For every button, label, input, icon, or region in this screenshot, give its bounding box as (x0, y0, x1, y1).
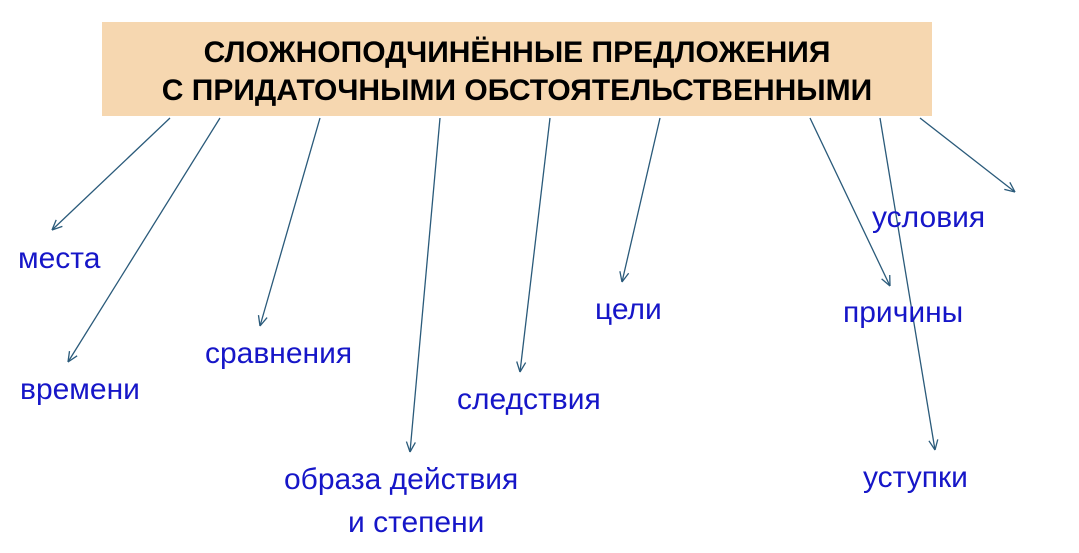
title-box: СЛОЖНОПОДЧИНЁННЫЕ ПРЕДЛОЖЕНИЯ С ПРИДАТОЧ… (102, 22, 932, 116)
node-usloviya: условия (872, 201, 985, 235)
node-mesta: места (18, 242, 100, 276)
node-obraz: образа действия (284, 463, 518, 497)
diagram-canvas: СЛОЖНОПОДЧИНЁННЫЕ ПРЕДЛОЖЕНИЯ С ПРИДАТОЧ… (0, 0, 1079, 553)
node-sravneniya: сравнения (205, 337, 352, 371)
title-line-1: СЛОЖНОПОДЧИНЁННЫЕ ПРЕДЛОЖЕНИЯ (204, 36, 831, 69)
node-obraz-2: и степени (348, 506, 484, 540)
node-vremeni: времени (20, 373, 140, 407)
node-celi: цели (595, 293, 662, 327)
node-sledstviya: следствия (457, 383, 601, 417)
node-ustupki: уступки (863, 461, 968, 495)
title-line-2: С ПРИДАТОЧНЫМИ ОБСТОЯТЕЛЬСТВЕННЫМИ (162, 74, 872, 107)
node-prichiny: причины (843, 296, 963, 330)
